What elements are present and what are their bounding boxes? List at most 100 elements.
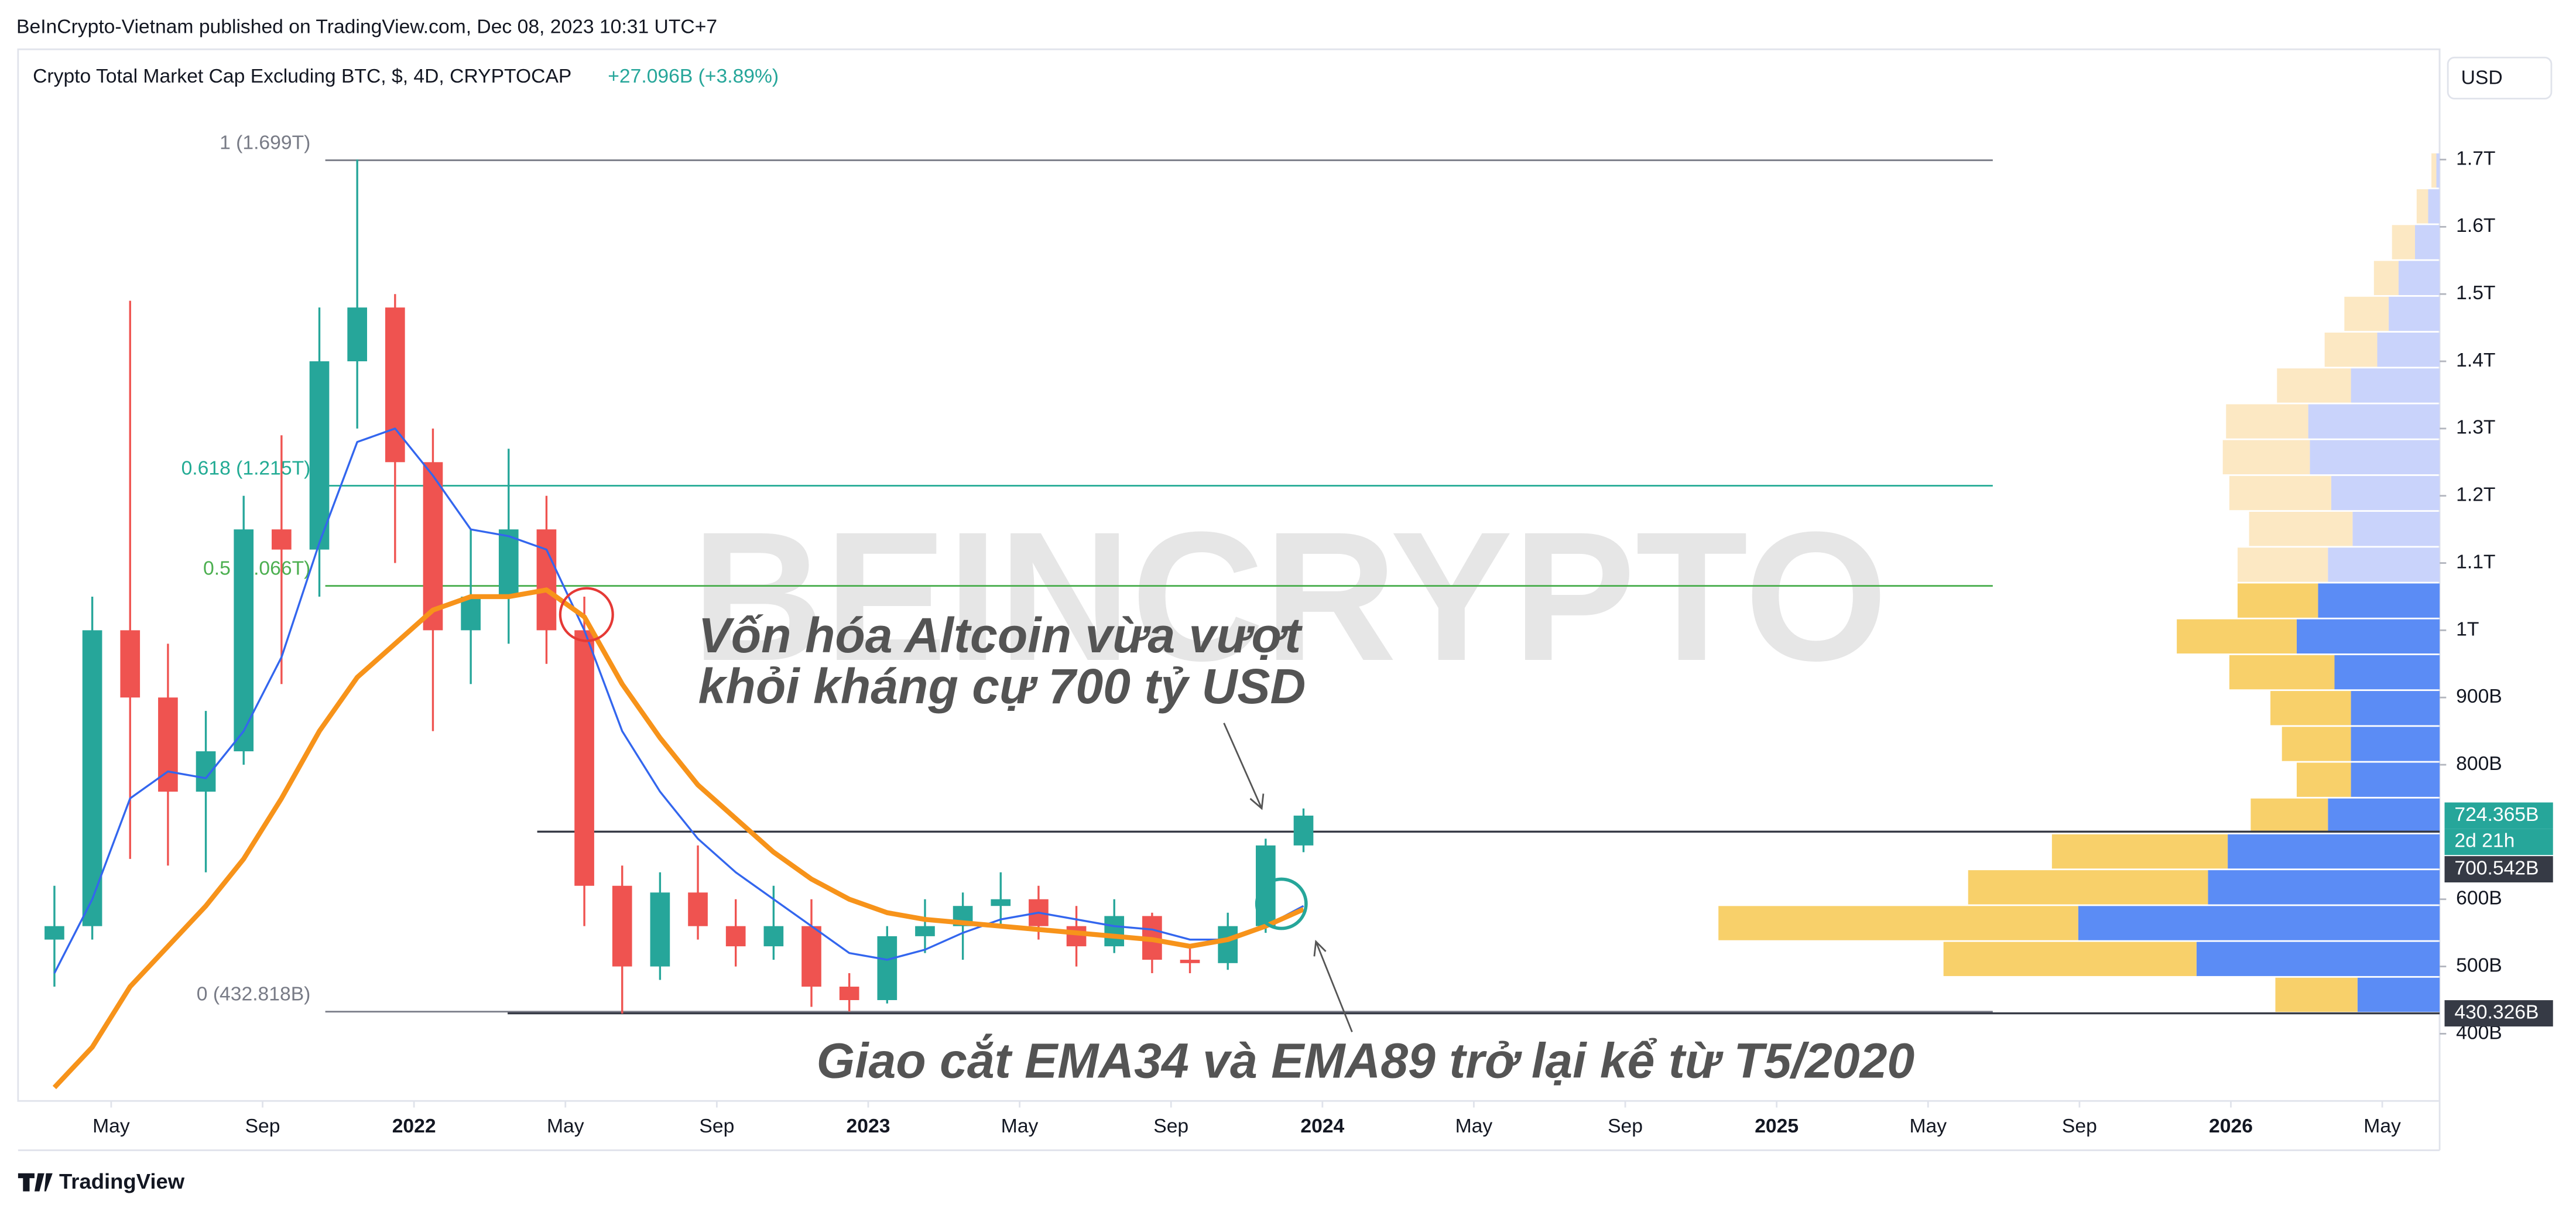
candle-body (347, 307, 367, 362)
profile-up (2398, 261, 2440, 295)
candle-body (423, 462, 443, 631)
x-tick-label: May (1001, 1115, 1039, 1137)
candle-body (688, 892, 708, 926)
candle-body (1180, 960, 1200, 963)
profile-down (2237, 583, 2318, 618)
profile-down (2373, 261, 2399, 295)
candle-body (536, 529, 557, 631)
candle-body (272, 529, 292, 550)
profile-down (1968, 870, 2208, 905)
candle-body (234, 529, 254, 752)
profile-down (2177, 619, 2297, 654)
profile-up (2296, 619, 2440, 654)
profile-up (2208, 870, 2440, 905)
arrow-resistance (1223, 723, 1265, 810)
x-tick-label: 2026 (2209, 1115, 2253, 1137)
profile-down (2392, 225, 2415, 259)
profile-down (2282, 727, 2351, 761)
profile-down (2237, 547, 2328, 582)
y-tick-label: 1.3T (2456, 417, 2495, 439)
profile-up (2310, 440, 2440, 475)
profile-down (2250, 798, 2328, 833)
currency-label[interactable]: USD (2461, 67, 2503, 89)
candle-body (650, 892, 670, 967)
candle-body (385, 307, 405, 463)
candle-body (915, 926, 935, 936)
candle-body (877, 936, 898, 1000)
y-tick-label: 1.6T (2456, 215, 2495, 237)
price-label: 430.326B (2454, 1001, 2539, 1023)
price-label-box (2444, 1000, 2553, 1027)
candle-body (1293, 815, 1314, 846)
price-label-box (2444, 802, 2553, 829)
x-tick-label: Sep (245, 1115, 280, 1137)
x-tick-label: 2023 (847, 1115, 890, 1137)
x-tick-label: 2022 (392, 1115, 436, 1137)
candle-body (1218, 926, 1238, 963)
x-tick-label: Sep (1153, 1115, 1188, 1137)
profile-up (2352, 512, 2440, 546)
profile-up (2357, 977, 2440, 1012)
profile-up (2196, 942, 2440, 976)
profile-up (2078, 906, 2440, 940)
profile-up (2415, 225, 2440, 259)
candle-body (991, 899, 1011, 906)
countdown-box (2444, 829, 2553, 855)
profile-down (2277, 368, 2351, 403)
profile-up (2389, 296, 2440, 331)
profile-up (2351, 368, 2440, 403)
profile-down (2249, 512, 2353, 546)
y-tick-label: 1T (2456, 618, 2479, 640)
candle-body (309, 361, 330, 550)
arrows (1223, 723, 1353, 1032)
candle-body (44, 926, 64, 940)
profile-down (1718, 906, 2078, 940)
fib-label: 0.5 (1.066T) (203, 557, 310, 579)
candle-body (801, 926, 821, 987)
currency-button[interactable] (2447, 56, 2553, 100)
ema-line (53, 427, 1304, 974)
x-tick-label: Sep (699, 1115, 734, 1137)
profile-down (2431, 153, 2437, 188)
x-tick-label: May (547, 1115, 584, 1137)
profile-up (2328, 547, 2440, 582)
fib-label: 0 (432.818B) (197, 984, 311, 1005)
y-tick-label: 800B (2456, 753, 2502, 775)
y-tick-label: 1.2T (2456, 484, 2495, 506)
candle-body (574, 630, 594, 886)
candle-body (196, 751, 216, 792)
fib-label: 0.618 (1.215T) (181, 457, 311, 479)
y-tick-label: 600B (2456, 888, 2502, 909)
profile-down (2270, 691, 2351, 725)
published-line: BeInCrypto-Vietnam published on TradingV… (16, 16, 717, 38)
ema-line (52, 587, 1305, 1090)
symbol-title: Crypto Total Market Cap Excluding BTC, $… (33, 66, 571, 87)
profile-down (2344, 296, 2389, 331)
watermark: BEINCRYPTO (691, 493, 1888, 699)
y-tick-label: 1.4T (2456, 350, 2495, 371)
profile-up (2334, 655, 2440, 690)
profile-up (2351, 691, 2440, 725)
profile-up (2328, 798, 2440, 833)
y-tick-label: 1.1T (2456, 551, 2495, 573)
annotation: Vốn hóa Altcoin vừa vượt (698, 608, 1303, 663)
candle-body (461, 596, 481, 631)
profile-down (2229, 475, 2331, 511)
brand-name: TradingView (59, 1169, 185, 1193)
price-label-box (2444, 856, 2553, 882)
profile-up (2436, 153, 2440, 188)
candle-body (763, 926, 784, 947)
candle-body (1066, 926, 1087, 947)
profile-down (2416, 189, 2428, 224)
candle-body (839, 987, 859, 1000)
y-tick-label: 1.7T (2456, 148, 2495, 169)
profile-up (2318, 583, 2440, 618)
profile-down (2222, 440, 2310, 475)
candle-body (82, 630, 102, 926)
countdown: 2d 21h (2454, 830, 2515, 852)
x-tick-label: 2025 (1755, 1115, 1799, 1137)
arrow-cross (1313, 939, 1353, 1032)
y-tick-label: 1.5T (2456, 282, 2495, 304)
profile-down (2051, 834, 2228, 869)
profile-down (2324, 332, 2378, 367)
